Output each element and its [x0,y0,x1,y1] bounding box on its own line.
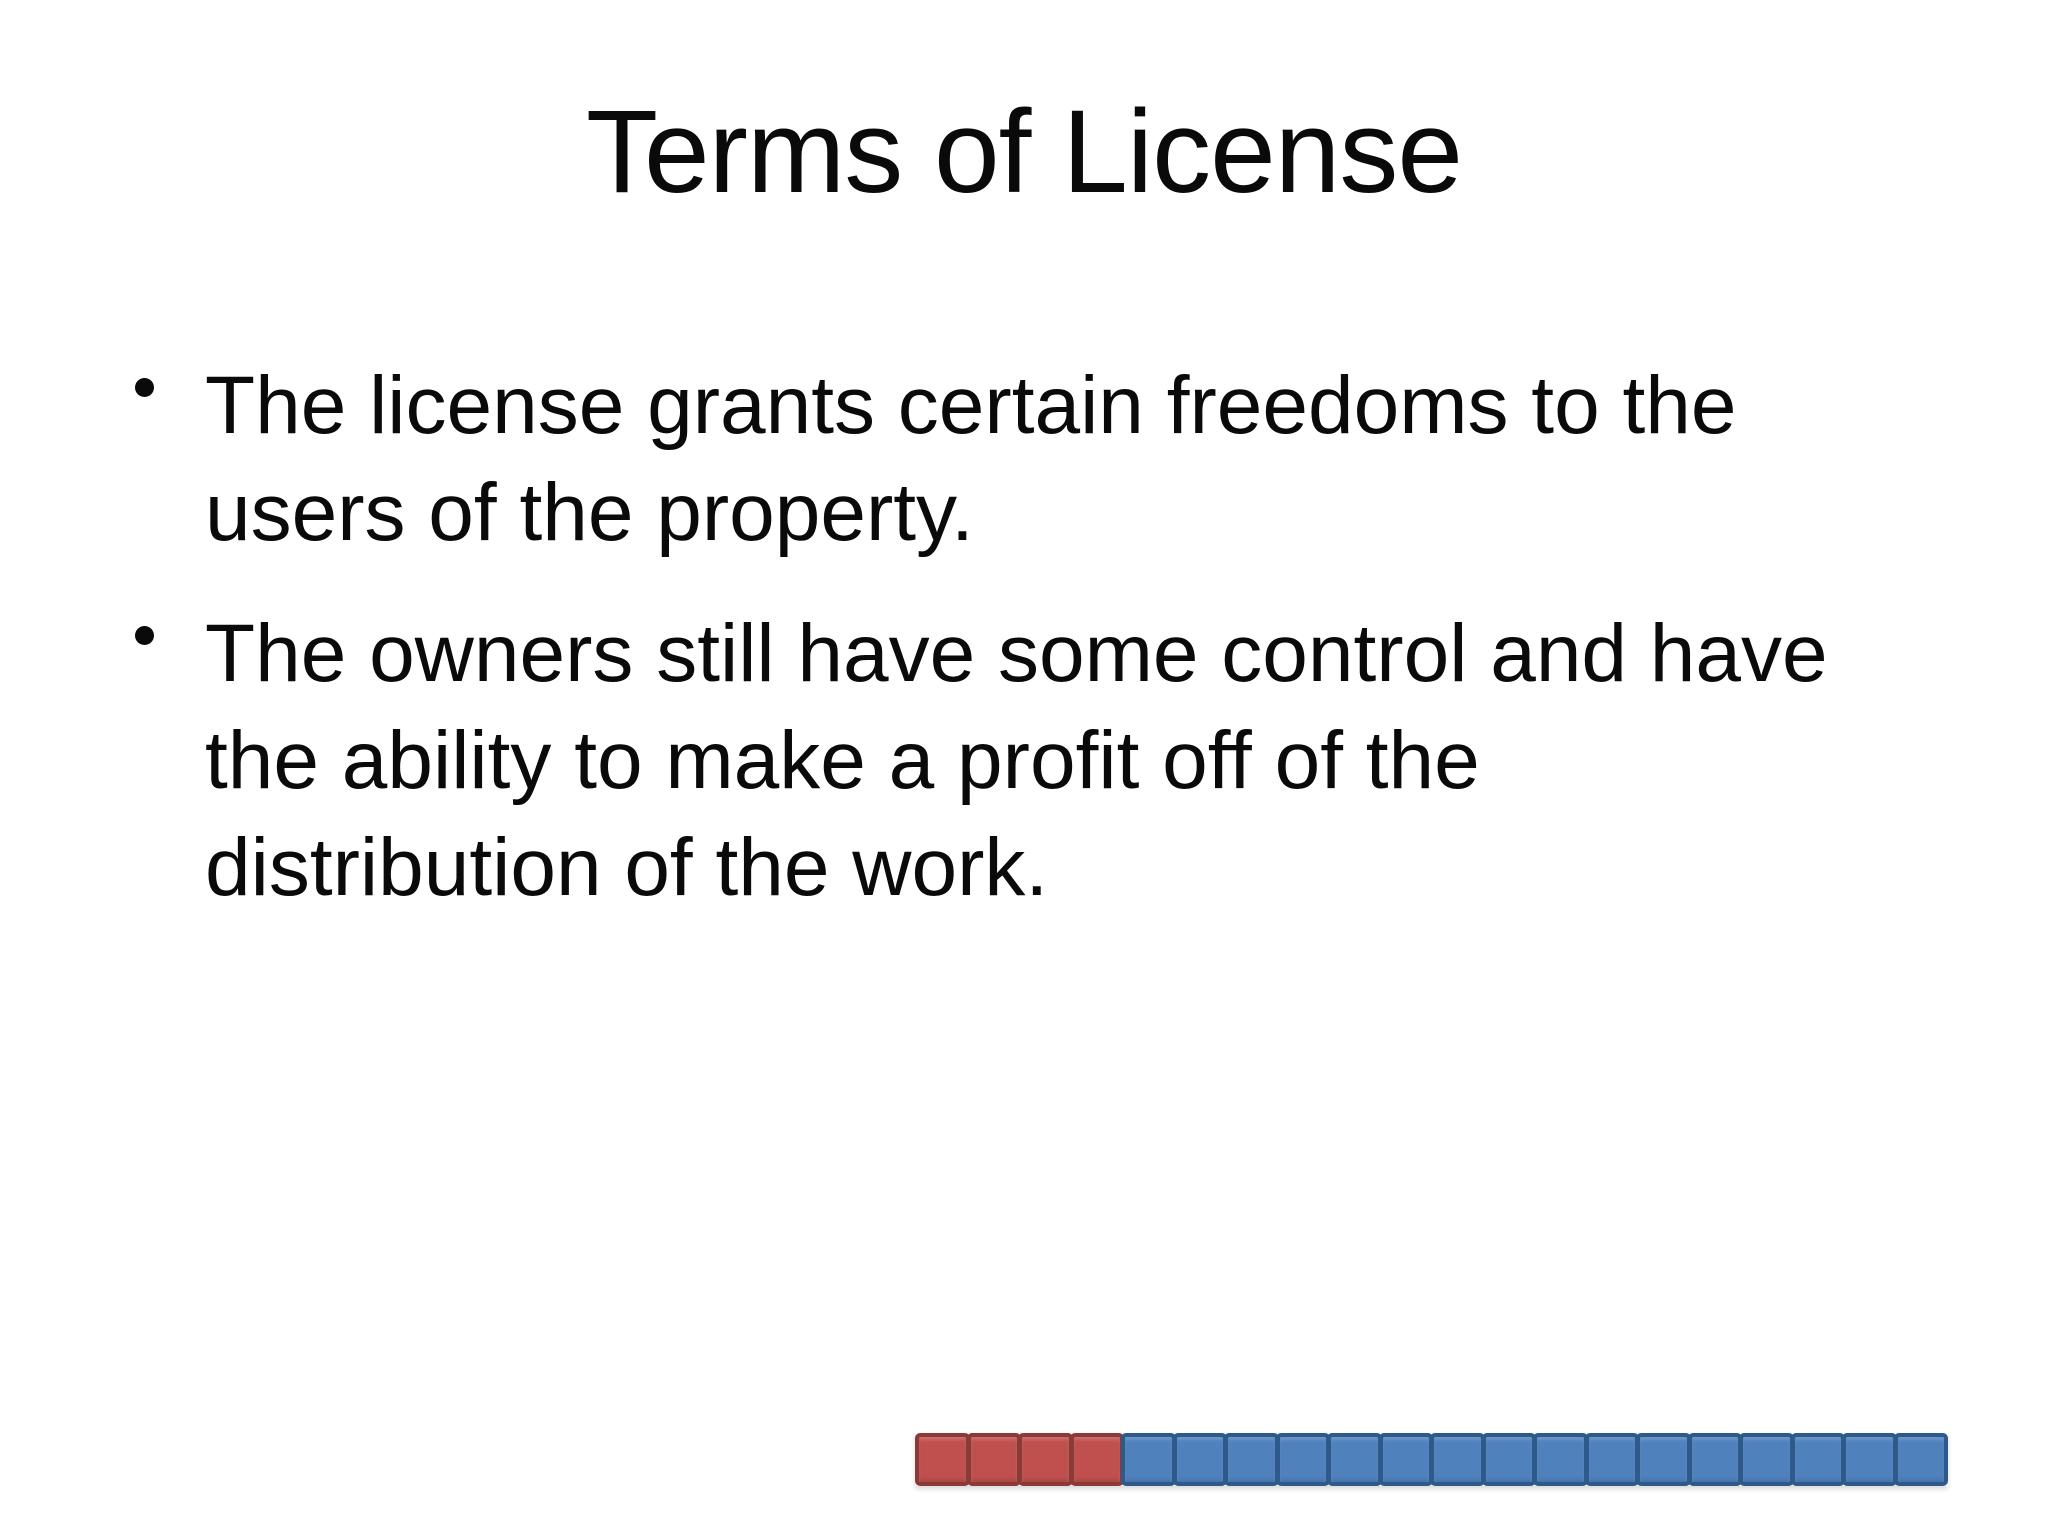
progress-segment-red [966,1433,1021,1486]
progress-segment-blue [1842,1433,1897,1486]
bullet-item: The license grants certain freedoms to t… [135,352,1935,566]
progress-segment-blue [1636,1433,1691,1486]
progress-segment-blue [1121,1433,1176,1486]
progress-segment-blue [1275,1433,1330,1486]
bullet-item: The owners still have some control and h… [135,600,1935,921]
progress-segment-blue [1430,1433,1485,1486]
slide-progress-bar [915,1433,1948,1486]
bullet-dot [135,626,154,645]
progress-segment-red [915,1433,970,1486]
progress-segment-red [1069,1433,1124,1486]
progress-segment-blue [1687,1433,1742,1486]
slide-title: Terms of License [586,86,1463,218]
bullet-list: The license grants certain freedoms to t… [135,352,1935,955]
progress-segment-blue [1739,1433,1794,1486]
progress-segment-blue [1378,1433,1433,1486]
progress-segment-blue [1224,1433,1279,1486]
progress-segment-blue [1584,1433,1639,1486]
progress-segment-blue [1172,1433,1227,1486]
progress-segment-blue [1533,1433,1588,1486]
bullet-text: The owners still have some control and h… [205,608,1828,913]
progress-segment-blue [1481,1433,1536,1486]
bullet-dot [135,378,154,397]
progress-segment-blue [1893,1433,1948,1486]
bullet-text: The license grants certain freedoms to t… [205,360,1737,558]
progress-segment-blue [1790,1433,1845,1486]
progress-segment-red [1018,1433,1073,1486]
progress-segment-blue [1327,1433,1382,1486]
